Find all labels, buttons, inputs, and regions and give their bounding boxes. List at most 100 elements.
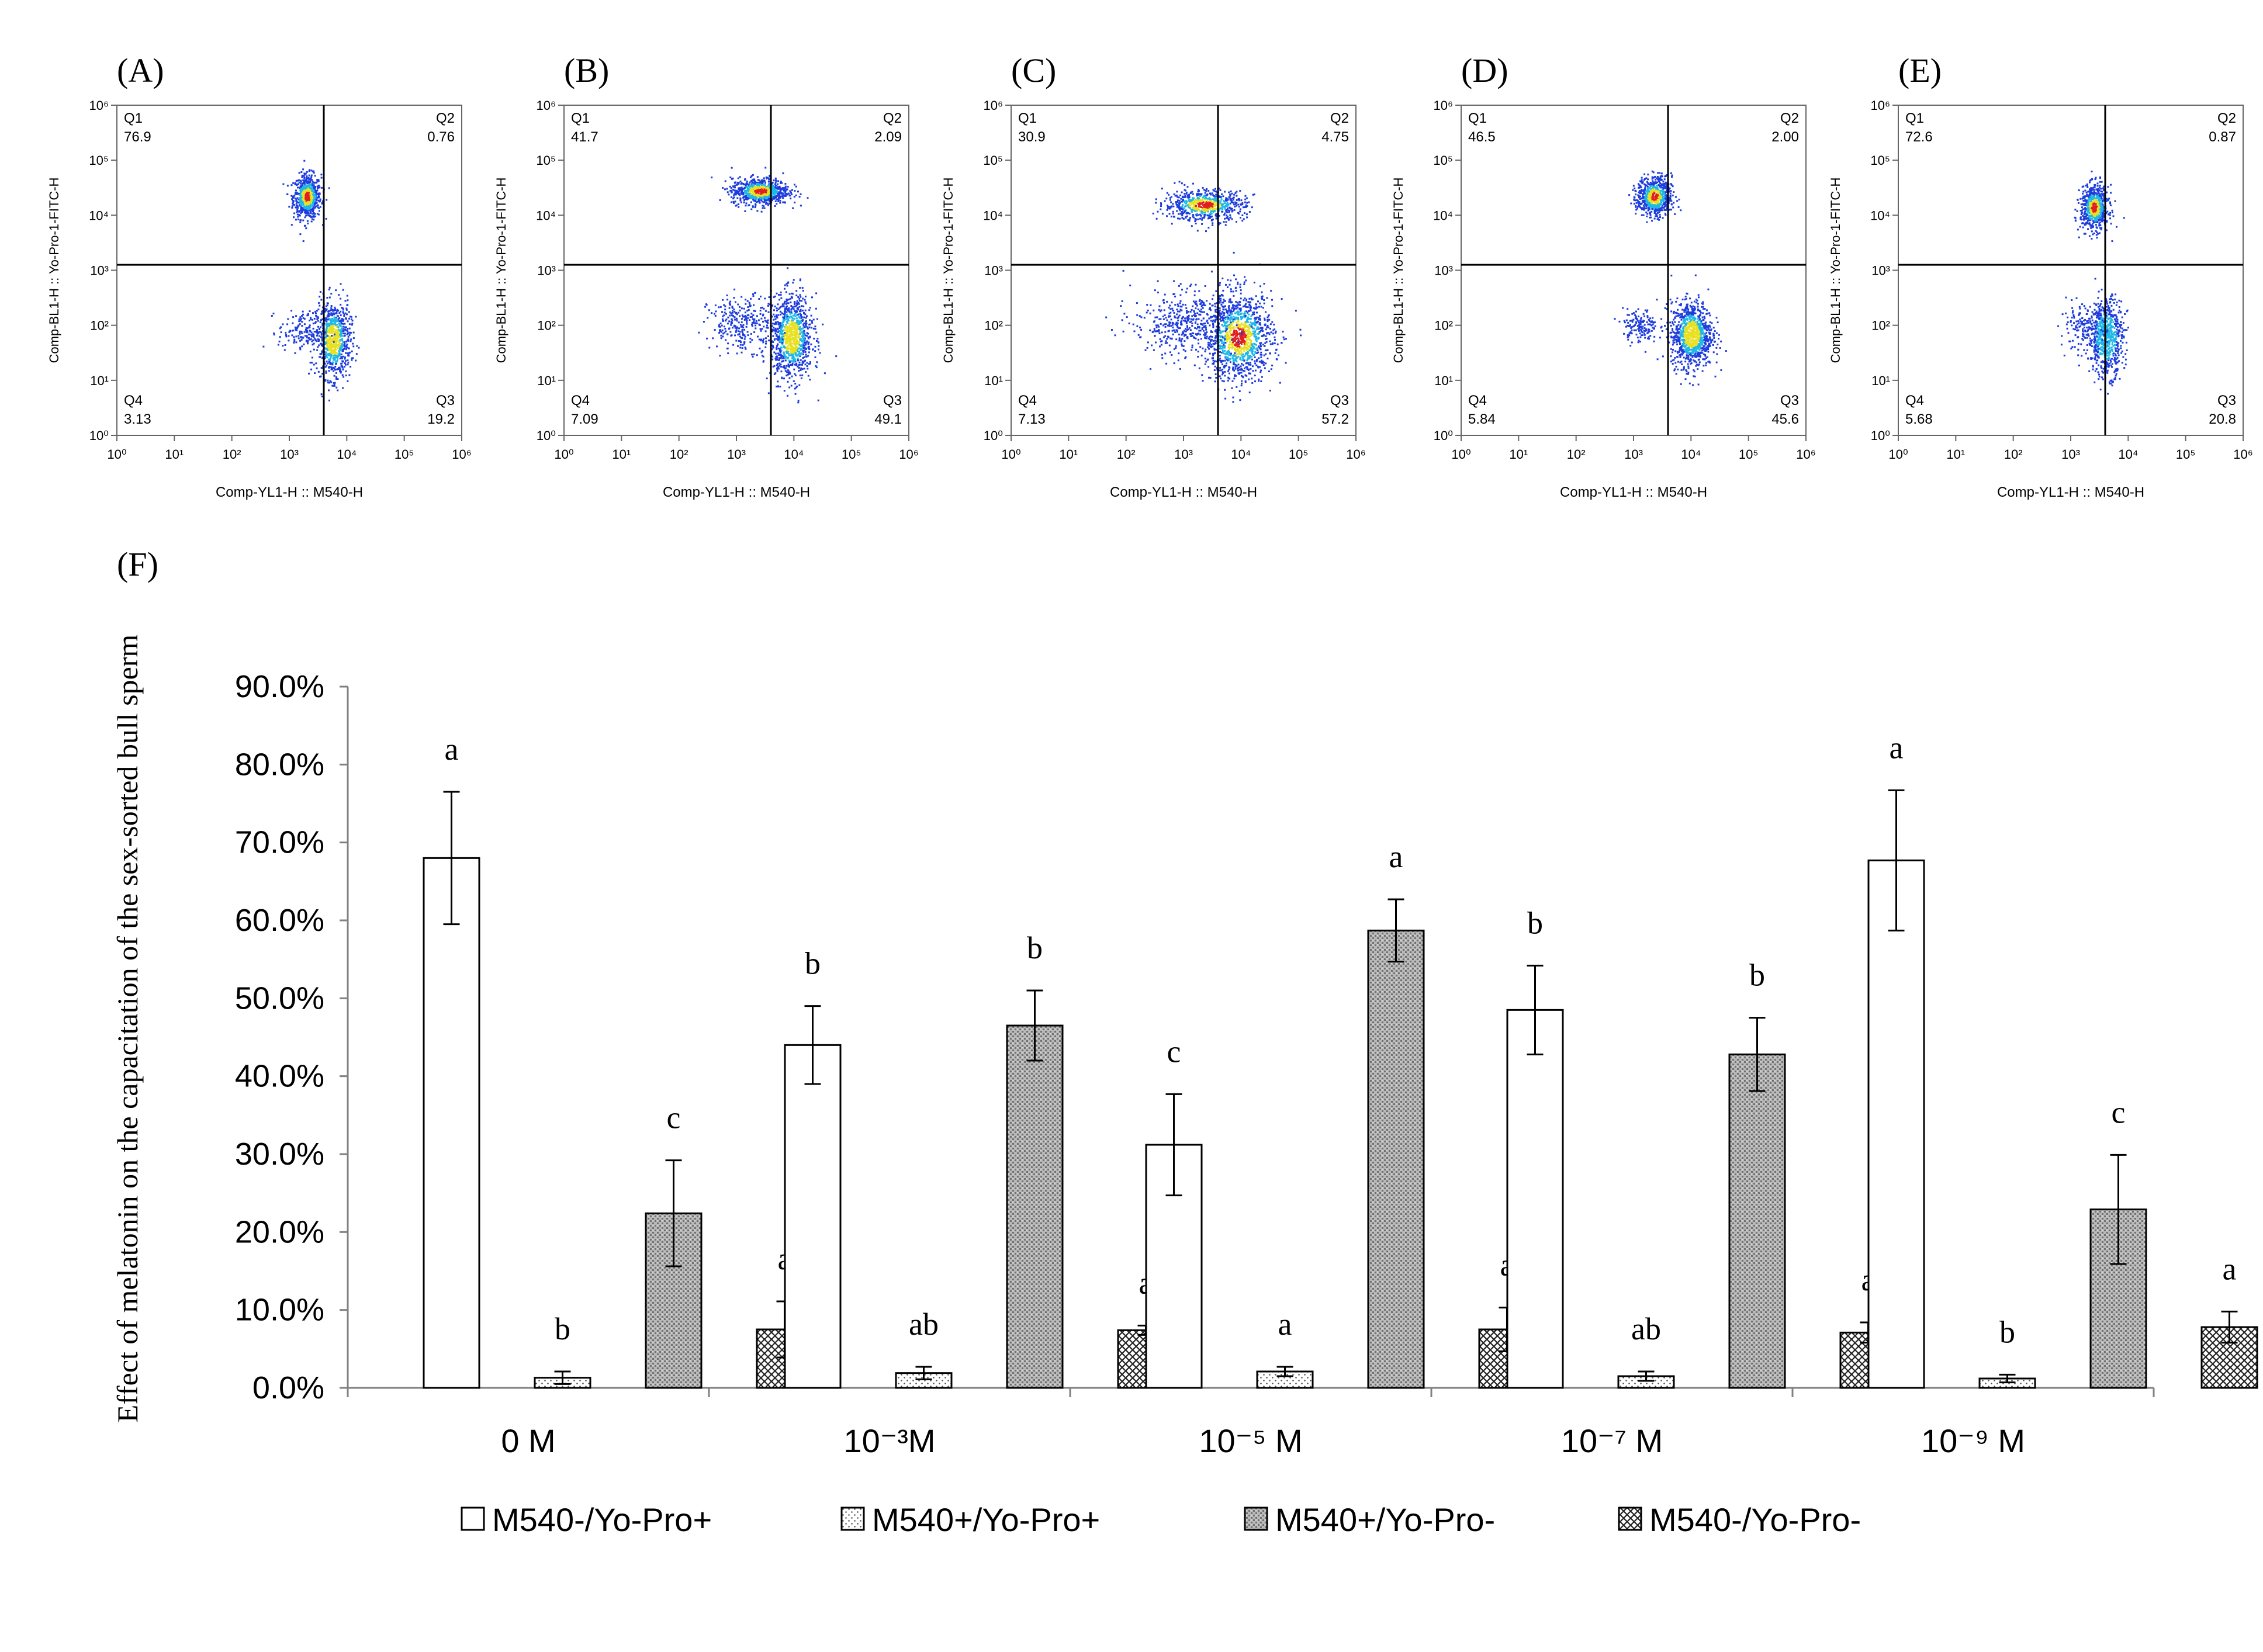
event-dot bbox=[1219, 359, 1221, 362]
event-dot bbox=[296, 205, 299, 207]
event-dot bbox=[1180, 198, 1182, 200]
event-dot bbox=[794, 318, 795, 320]
event-dot bbox=[741, 314, 743, 316]
event-dot bbox=[306, 175, 308, 178]
event-dot bbox=[1176, 204, 1178, 206]
event-dot bbox=[1200, 323, 1202, 325]
event-dot bbox=[1164, 200, 1166, 202]
event-dot bbox=[1246, 368, 1248, 370]
event-dot bbox=[736, 313, 738, 316]
event-dot bbox=[1239, 190, 1241, 192]
event-dot bbox=[313, 184, 315, 186]
event-dot bbox=[745, 348, 747, 350]
event-dot bbox=[797, 342, 799, 344]
event-dot bbox=[1229, 196, 1231, 199]
event-dot bbox=[327, 362, 328, 365]
event-dot bbox=[761, 198, 763, 200]
event-dot bbox=[758, 179, 760, 182]
event-dot bbox=[337, 330, 339, 333]
event-dot bbox=[721, 311, 723, 313]
event-dot bbox=[1186, 186, 1189, 188]
event-dot bbox=[307, 196, 310, 198]
event-dot bbox=[352, 342, 354, 345]
event-dot bbox=[336, 310, 338, 312]
event-dot bbox=[731, 167, 733, 169]
event-dot bbox=[1227, 217, 1230, 220]
event-dot bbox=[1192, 193, 1194, 195]
event-dot bbox=[779, 357, 781, 359]
event-dot bbox=[728, 327, 731, 330]
event-dot bbox=[1234, 206, 1236, 208]
event-dot bbox=[807, 336, 809, 338]
event-dot bbox=[338, 324, 341, 326]
event-dot bbox=[783, 351, 785, 354]
event-dot bbox=[297, 186, 299, 189]
event-dot bbox=[786, 332, 788, 334]
event-dot bbox=[804, 344, 806, 347]
event-dot bbox=[302, 186, 304, 188]
event-dot bbox=[346, 313, 348, 316]
event-dot bbox=[794, 311, 797, 314]
event-dot bbox=[341, 323, 343, 325]
event-dot bbox=[801, 328, 803, 330]
event-dot bbox=[767, 319, 769, 321]
event-dot bbox=[1188, 199, 1190, 201]
event-dot bbox=[1238, 347, 1241, 349]
event-dot bbox=[800, 367, 802, 369]
y-tick-label: 10⁰ bbox=[89, 428, 109, 443]
event-dot bbox=[1232, 341, 1234, 344]
event-dot bbox=[782, 335, 784, 337]
event-dot bbox=[328, 329, 330, 331]
event-dot bbox=[795, 302, 798, 304]
event-dot bbox=[1167, 205, 1168, 207]
event-dot bbox=[1192, 214, 1194, 216]
event-dot bbox=[793, 380, 795, 382]
event-dot bbox=[743, 186, 746, 189]
event-dot bbox=[340, 356, 342, 358]
event-dot bbox=[761, 179, 763, 181]
event-dot bbox=[314, 321, 317, 323]
event-dot bbox=[345, 375, 347, 376]
event-dot bbox=[297, 210, 300, 213]
event-dot bbox=[777, 303, 779, 306]
event-dot bbox=[799, 327, 801, 329]
event-dot bbox=[346, 295, 348, 297]
event-dot bbox=[763, 177, 765, 179]
event-dot bbox=[749, 186, 751, 188]
cell-population bbox=[262, 310, 335, 354]
event-dot bbox=[335, 352, 338, 354]
event-dot bbox=[788, 370, 790, 372]
event-dot bbox=[309, 186, 311, 189]
event-dot bbox=[791, 321, 794, 324]
event-dot bbox=[774, 182, 777, 184]
event-dot bbox=[1155, 198, 1157, 200]
event-dot bbox=[1181, 200, 1183, 203]
event-dot bbox=[780, 354, 782, 356]
event-dot bbox=[735, 312, 738, 314]
event-dot bbox=[1216, 309, 1217, 311]
event-dot bbox=[344, 334, 346, 337]
event-dot bbox=[314, 310, 316, 313]
event-dot bbox=[1254, 380, 1256, 383]
event-dot bbox=[1233, 274, 1235, 276]
event-dot bbox=[807, 197, 809, 199]
event-dot bbox=[757, 188, 759, 191]
event-dot bbox=[1188, 193, 1191, 196]
event-dot bbox=[299, 348, 302, 351]
event-dot bbox=[317, 370, 320, 373]
event-dot bbox=[1235, 203, 1237, 205]
event-dot bbox=[306, 199, 309, 202]
event-dot bbox=[790, 330, 792, 333]
event-dot bbox=[781, 327, 783, 329]
event-dot bbox=[1219, 366, 1222, 369]
event-dot bbox=[787, 340, 788, 342]
event-dot bbox=[355, 353, 358, 355]
event-dot bbox=[783, 346, 785, 348]
event-dot bbox=[328, 344, 331, 346]
event-dot bbox=[1237, 355, 1240, 358]
event-dot bbox=[731, 306, 733, 309]
event-dot bbox=[1209, 201, 1211, 203]
event-dot bbox=[741, 186, 743, 189]
event-dot bbox=[340, 283, 342, 285]
event-dot bbox=[1220, 317, 1222, 319]
